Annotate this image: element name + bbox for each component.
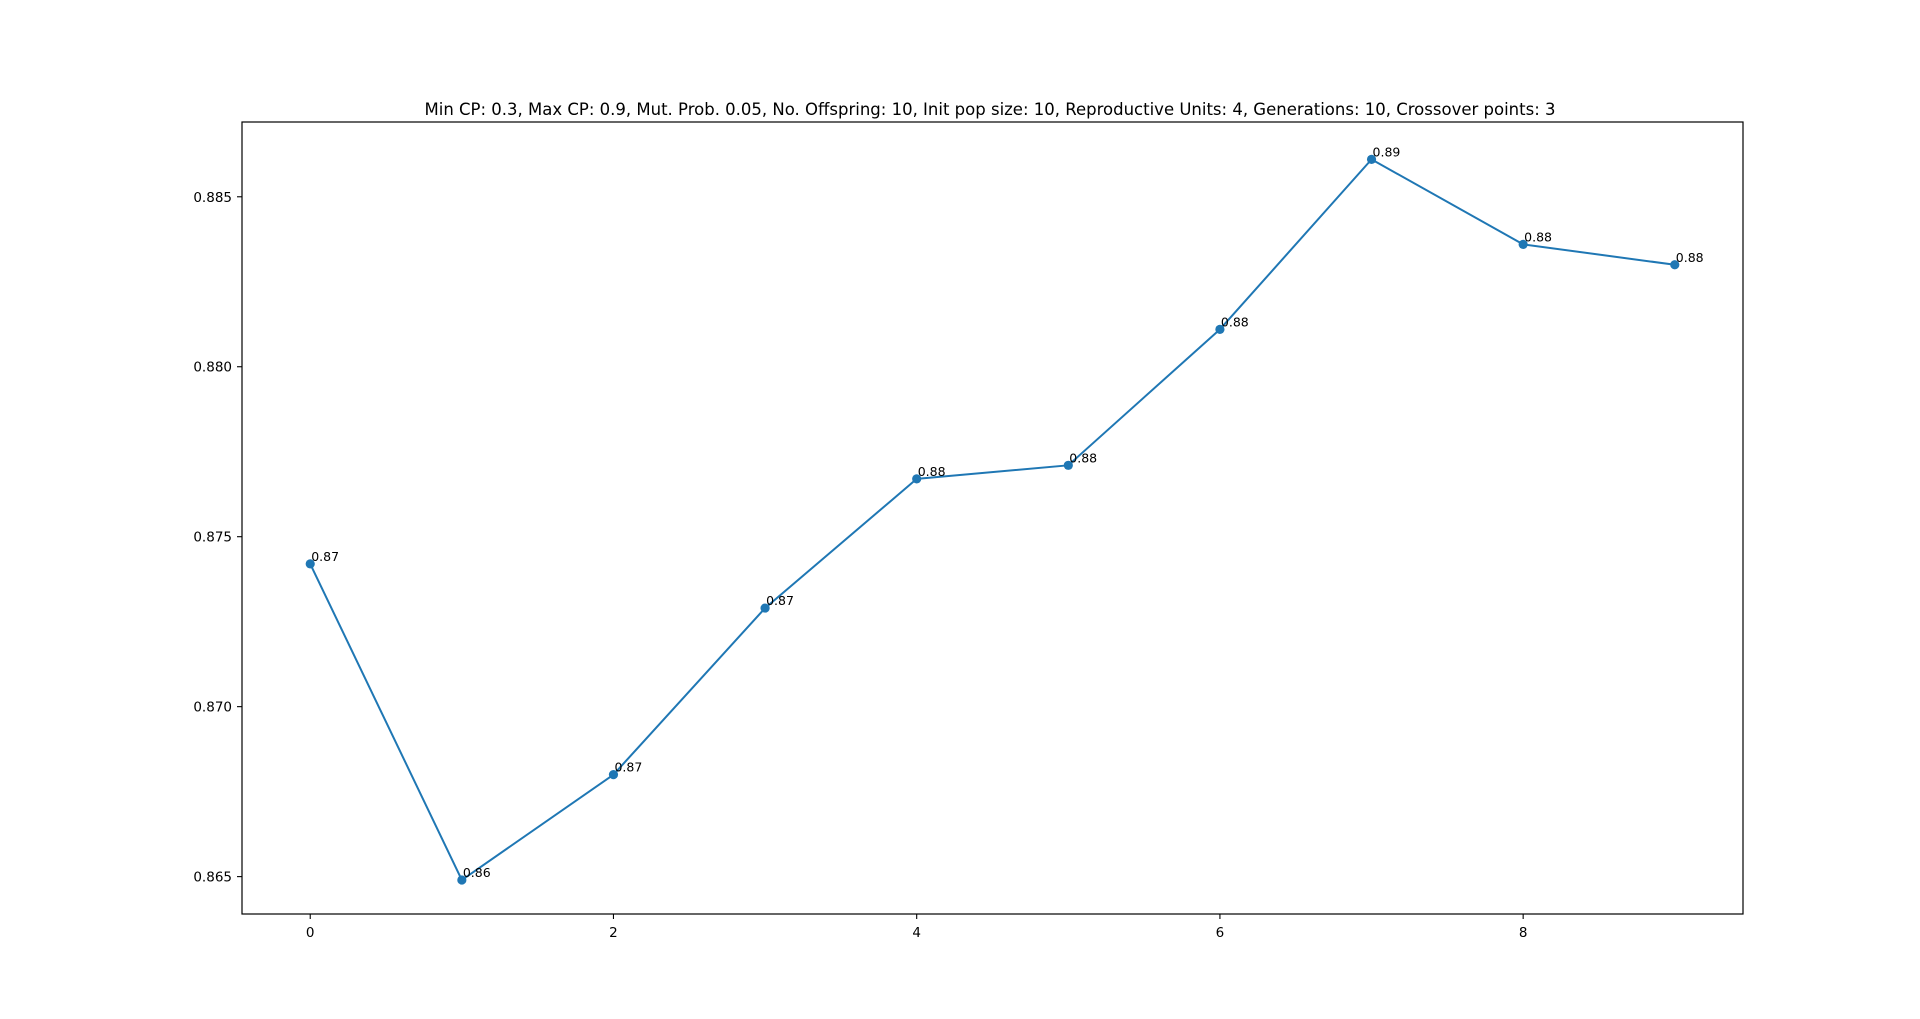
y-tick-label: 0.865 — [193, 870, 232, 886]
data-point — [1063, 460, 1073, 470]
data-point — [912, 474, 922, 484]
data-label: 0.88 — [1524, 229, 1552, 244]
data-point — [457, 875, 467, 885]
x-tick-label: 6 — [1216, 925, 1225, 941]
data-label: 0.86 — [463, 865, 491, 880]
data-point — [1670, 260, 1680, 270]
y-axis: 0.865 0.870 0.875 0.880 0.885 — [193, 190, 242, 886]
y-tick-label: 0.880 — [193, 360, 232, 376]
data-label: 0.87 — [311, 549, 339, 564]
x-tick-label: 4 — [912, 925, 921, 941]
data-point — [305, 559, 315, 569]
data-label: 0.89 — [1373, 144, 1401, 159]
data-label: 0.88 — [1676, 250, 1704, 265]
data-point — [1215, 324, 1225, 334]
data-label: 0.88 — [1069, 450, 1097, 465]
x-tick-label: 2 — [609, 925, 618, 941]
x-axis: 0 2 4 6 8 — [306, 914, 1528, 941]
y-tick-label: 0.885 — [193, 190, 232, 206]
x-tick-label: 8 — [1519, 925, 1528, 941]
chart-title: Min CP: 0.3, Max CP: 0.9, Mut. Prob. 0.0… — [425, 100, 1556, 119]
data-label: 0.87 — [766, 593, 794, 608]
y-tick-label: 0.870 — [193, 700, 232, 716]
data-label: 0.88 — [1221, 314, 1249, 329]
y-tick-label: 0.875 — [193, 530, 232, 546]
series-line — [309, 158, 1675, 882]
axes-frame — [241, 121, 1744, 915]
data-point — [1366, 154, 1377, 164]
data-point — [760, 603, 770, 613]
data-label: 0.87 — [614, 760, 642, 775]
data-point — [608, 770, 619, 780]
x-tick-label: 0 — [306, 925, 315, 941]
data-point — [1518, 239, 1528, 249]
plot-series: 0.87 0.86 0.87 0.87 0.88 0.88 0.88 0.89 0.88 0.88 — [305, 144, 1704, 885]
data-label: 0.88 — [918, 464, 946, 479]
